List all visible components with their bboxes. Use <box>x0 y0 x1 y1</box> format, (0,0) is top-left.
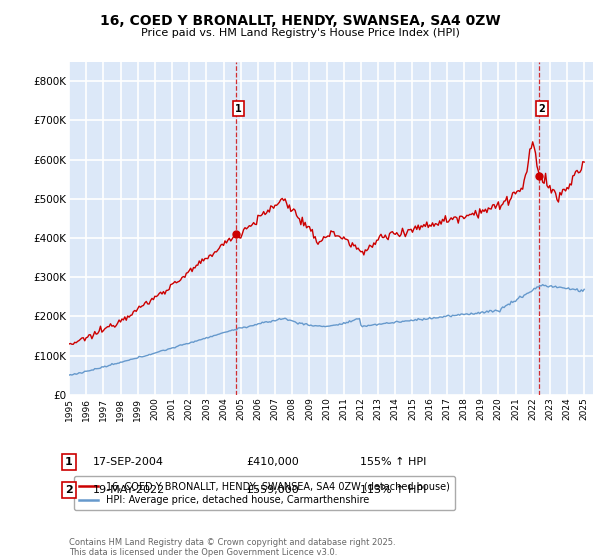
Text: 1: 1 <box>65 457 73 467</box>
Text: Price paid vs. HM Land Registry's House Price Index (HPI): Price paid vs. HM Land Registry's House … <box>140 28 460 38</box>
Text: £410,000: £410,000 <box>246 457 299 467</box>
Legend: 16, COED Y BRONALLT, HENDY, SWANSEA, SA4 0ZW (detached house), HPI: Average pric: 16, COED Y BRONALLT, HENDY, SWANSEA, SA4… <box>74 477 455 510</box>
Text: 16, COED Y BRONALLT, HENDY, SWANSEA, SA4 0ZW: 16, COED Y BRONALLT, HENDY, SWANSEA, SA4… <box>100 14 500 28</box>
Text: 19-MAY-2022: 19-MAY-2022 <box>93 485 165 495</box>
Text: 113% ↑ HPI: 113% ↑ HPI <box>360 485 427 495</box>
Text: 2: 2 <box>65 485 73 495</box>
Text: Contains HM Land Registry data © Crown copyright and database right 2025.
This d: Contains HM Land Registry data © Crown c… <box>69 538 395 557</box>
Text: 2: 2 <box>538 104 545 114</box>
Text: 1: 1 <box>235 104 242 114</box>
Text: 155% ↑ HPI: 155% ↑ HPI <box>360 457 427 467</box>
Text: 17-SEP-2004: 17-SEP-2004 <box>93 457 164 467</box>
Text: £559,000: £559,000 <box>246 485 299 495</box>
